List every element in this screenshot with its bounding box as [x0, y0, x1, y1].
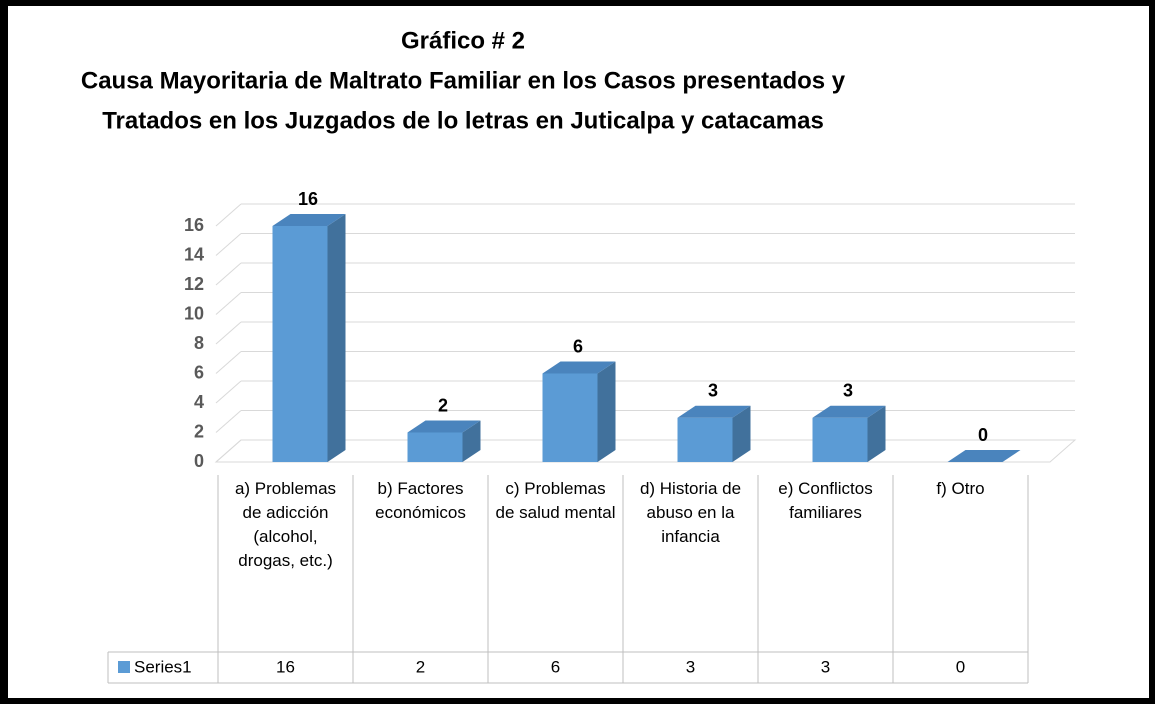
bar-top [812, 405, 886, 418]
bar-top [407, 420, 481, 433]
y-tick-label: 14 [184, 244, 204, 264]
bar-front [407, 432, 463, 462]
chart-title: Tratados en los Juzgados de lo letras en… [102, 107, 824, 134]
chart: Gráfico # 2 Causa Mayoritaria de Maltrato… [81, 27, 1077, 684]
chart-title: Gráfico # 2 [401, 27, 525, 54]
category-cell: a) Problemas de adicción (alcohol, droga… [234, 479, 337, 570]
bar [542, 361, 616, 462]
category-cell: d) Historia de abuso en la infancia [639, 479, 742, 546]
x-tick-label: c) Problemas de salud mental [495, 479, 616, 522]
bar-side [867, 405, 886, 462]
y-tick-label: 0 [194, 451, 204, 471]
floor [214, 439, 1077, 463]
grid-line [215, 321, 242, 345]
y-tick-label: 12 [184, 274, 204, 294]
bar-top [272, 214, 346, 226]
legend-swatch [118, 661, 130, 673]
y-tick-label: 8 [194, 333, 204, 353]
grid-line [215, 380, 242, 404]
x-tick-label: f) Otro [936, 479, 985, 498]
table-value: 0 [956, 657, 965, 676]
x-tick-label: a) Problemas de adicción (alcohol, droga… [234, 479, 337, 570]
data-label: 3 [843, 381, 853, 401]
bar-side [732, 405, 751, 462]
bar-top [677, 405, 751, 418]
y-tick-label: 4 [194, 392, 204, 412]
bar-front [272, 226, 328, 462]
category-cell: c) Problemas de salud mental [495, 479, 616, 522]
data-label: 0 [978, 425, 988, 445]
bar-top [947, 450, 1021, 462]
x-tick-label: e) Conflictos familiares [778, 479, 873, 522]
bar [947, 450, 1021, 462]
grid-line [215, 410, 242, 433]
bar-side [597, 361, 616, 462]
bar-front [677, 417, 733, 462]
table-value: 16 [276, 657, 295, 676]
grid-line [215, 233, 242, 256]
y-tick-label: 16 [184, 215, 204, 235]
y-tick-label: 10 [184, 303, 204, 323]
table-value: 3 [686, 657, 695, 676]
category-cell: e) Conflictos familiares [778, 479, 873, 522]
data-label: 16 [298, 189, 318, 209]
x-tick-label: b) Factores económicos [375, 479, 466, 522]
chart-title: Causa Mayoritaria de Maltrato Familiar e… [81, 67, 846, 94]
data-label: 3 [708, 381, 718, 401]
bar-side [462, 420, 481, 462]
bar-front [542, 373, 598, 462]
y-tick-label: 2 [194, 421, 204, 441]
grid-line [215, 351, 242, 374]
bar [677, 405, 751, 462]
grid-line [215, 262, 242, 286]
table-value: 3 [821, 657, 830, 676]
data-label: 6 [573, 336, 583, 356]
legend-label: Series1 [134, 657, 192, 676]
grid-line [215, 292, 242, 315]
data-label: 2 [438, 395, 448, 415]
category-cell: b) Factores económicos [375, 479, 466, 522]
bar-front [812, 417, 868, 462]
bar-side [327, 214, 346, 462]
x-tick-label: d) Historia de abuso en la infancia [639, 479, 742, 546]
bar [812, 405, 886, 462]
table-value: 6 [551, 657, 560, 676]
bar-top [542, 361, 616, 374]
bar [272, 214, 346, 462]
y-tick-label: 6 [194, 362, 204, 382]
table-value: 2 [416, 657, 425, 676]
category-cell: f) Otro [936, 479, 985, 498]
grid-line [215, 203, 242, 227]
bar [407, 420, 481, 462]
